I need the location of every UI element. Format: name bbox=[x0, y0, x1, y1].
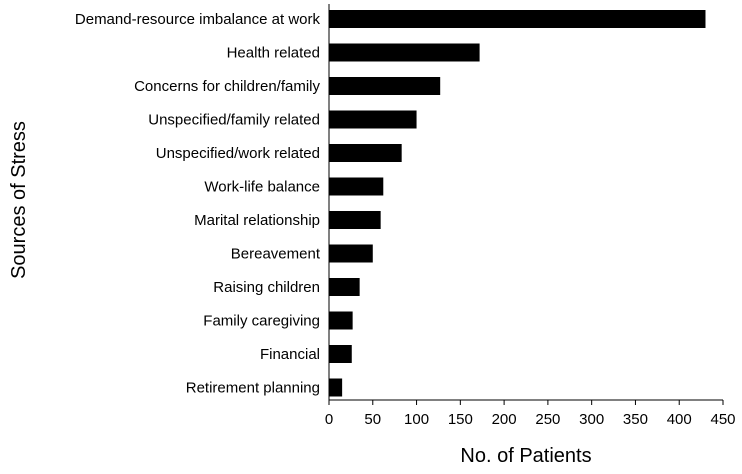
bar bbox=[329, 43, 480, 62]
category-label: Financial bbox=[260, 346, 320, 363]
x-axis-title: No. of Patients bbox=[460, 445, 591, 467]
bars-group bbox=[329, 10, 706, 397]
category-labels: Demand-resource imbalance at work Health … bbox=[75, 11, 321, 397]
category-label: Unspecified/work related bbox=[156, 145, 320, 162]
bar bbox=[329, 110, 417, 129]
x-tick-label: 100 bbox=[404, 411, 429, 428]
x-axis-ticks: 0 50 100 150 200 250 300 350 400 450 bbox=[325, 400, 736, 428]
x-tick-label: 400 bbox=[667, 411, 692, 428]
bar bbox=[329, 311, 353, 330]
x-tick-label: 450 bbox=[710, 411, 735, 428]
category-label: Raising children bbox=[213, 279, 320, 296]
category-label: Family caregiving bbox=[203, 313, 320, 330]
bar bbox=[329, 345, 352, 363]
bar bbox=[329, 10, 706, 28]
category-label: Bereavement bbox=[231, 246, 321, 263]
bar bbox=[329, 177, 384, 196]
category-label: Retirement planning bbox=[186, 380, 320, 397]
category-label: Marital relationship bbox=[194, 212, 320, 229]
y-axis-title: Sources of Stress bbox=[8, 121, 30, 279]
x-tick-label: 300 bbox=[579, 411, 604, 428]
bar bbox=[329, 378, 343, 397]
x-tick-label: 0 bbox=[325, 411, 333, 428]
x-tick-label: 250 bbox=[535, 411, 560, 428]
x-tick-label: 150 bbox=[448, 411, 473, 428]
category-label: Unspecified/family related bbox=[148, 112, 320, 129]
category-label: Concerns for children/family bbox=[134, 78, 320, 95]
x-tick-label: 350 bbox=[623, 411, 648, 428]
x-tick-label: 200 bbox=[492, 411, 517, 428]
category-label: Demand-resource imbalance at work bbox=[75, 11, 321, 28]
category-label: Work-life balance bbox=[204, 179, 320, 196]
category-label: Health related bbox=[227, 45, 320, 62]
bar bbox=[329, 244, 373, 263]
bar bbox=[329, 211, 381, 229]
bar bbox=[329, 144, 402, 162]
x-tick-label: 50 bbox=[364, 411, 381, 428]
bar bbox=[329, 278, 360, 296]
bar bbox=[329, 77, 441, 95]
